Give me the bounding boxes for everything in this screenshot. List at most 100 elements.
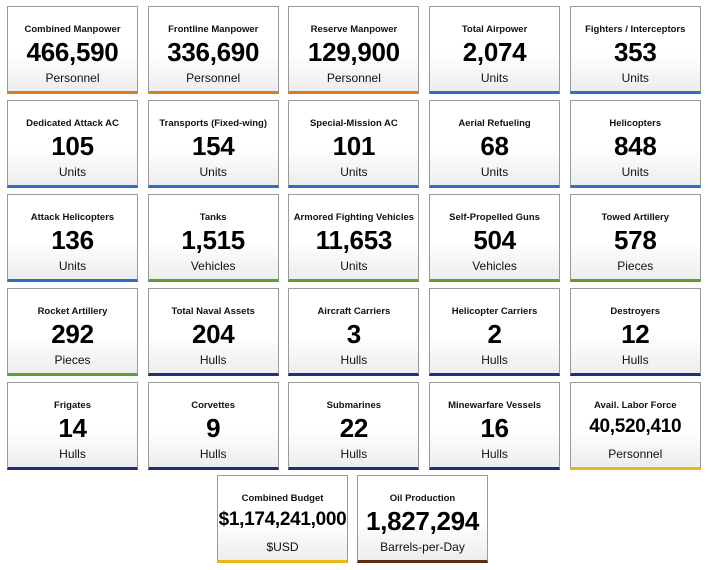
stat-value: 14 bbox=[58, 413, 87, 443]
stat-value: 136 bbox=[51, 225, 94, 255]
stat-label: Total Airpower bbox=[461, 24, 528, 35]
stat-label: Dedicated Attack AC bbox=[26, 118, 119, 129]
stat-label: Avail. Labor Force bbox=[593, 400, 677, 411]
stats-grid: Combined Manpower 466,590 Personnel Fron… bbox=[7, 6, 701, 470]
stat-unit: Units bbox=[480, 71, 509, 85]
stat-card-tanks: Tanks 1,515 Vehicles bbox=[147, 194, 279, 282]
stat-unit: Hulls bbox=[481, 447, 508, 461]
stat-unit: Personnel bbox=[608, 447, 663, 461]
stat-card-combined-budget: Combined Budget $1,174,241,000 $USD bbox=[217, 475, 348, 563]
stat-label: Tanks bbox=[199, 212, 227, 223]
stat-value: 129,900 bbox=[307, 37, 400, 67]
stat-unit: Hulls bbox=[59, 447, 86, 461]
stat-unit: Vehicles bbox=[190, 259, 236, 273]
stat-label: Destroyers bbox=[610, 306, 661, 317]
stat-unit: Barrels-per-Day bbox=[380, 540, 465, 554]
stat-card-destroyers: Destroyers 12 Hulls bbox=[569, 288, 701, 376]
stat-card-oil-production: Oil Production 1,827,294 Barrels-per-Day bbox=[357, 475, 488, 563]
stat-value: 9 bbox=[206, 413, 221, 443]
stat-label: Helicopters bbox=[609, 118, 662, 129]
stat-card-combined-manpower: Combined Manpower 466,590 Personnel bbox=[7, 6, 138, 94]
stat-label: Towed Artillery bbox=[601, 212, 670, 223]
stat-card-submarines: Submarines 22 Hulls bbox=[288, 382, 420, 470]
stat-value: 11,653 bbox=[315, 225, 393, 255]
stat-card-frontline-manpower: Frontline Manpower 336,690 Personnel bbox=[147, 6, 279, 94]
stat-label: Attack Helicopters bbox=[30, 212, 115, 223]
stat-unit: Units bbox=[621, 165, 649, 179]
stat-unit: Hulls bbox=[621, 353, 649, 367]
stat-value: 848 bbox=[614, 131, 657, 161]
stat-unit: Hulls bbox=[199, 447, 227, 461]
stat-label: Frontline Manpower bbox=[168, 24, 259, 35]
stat-value: 504 bbox=[473, 225, 516, 255]
stat-label: Helicopter Carriers bbox=[451, 306, 538, 317]
stat-value: 578 bbox=[614, 225, 657, 255]
stat-card-self-propelled-guns: Self-Propelled Guns 504 Vehicles bbox=[429, 194, 561, 282]
stat-unit: Personnel bbox=[45, 71, 100, 85]
stat-label: Total Naval Assets bbox=[171, 306, 255, 317]
stat-value: 16 bbox=[480, 413, 509, 443]
stat-value: 105 bbox=[51, 131, 94, 161]
stat-value: 292 bbox=[51, 319, 94, 349]
stat-label: Self-Propelled Guns bbox=[449, 212, 540, 223]
stat-value: $1,174,241,000 bbox=[218, 509, 347, 530]
stat-unit: Personnel bbox=[186, 71, 241, 85]
stat-value: 353 bbox=[614, 37, 657, 67]
stat-unit: Pieces bbox=[54, 353, 91, 367]
stat-label: Rocket Artillery bbox=[37, 306, 108, 317]
stat-card-corvettes: Corvettes 9 Hulls bbox=[147, 382, 279, 470]
stat-value: 101 bbox=[332, 131, 376, 161]
stat-value: 204 bbox=[191, 319, 235, 349]
stat-unit: Hulls bbox=[481, 353, 508, 367]
stat-label: Minewarfare Vessels bbox=[448, 400, 542, 411]
stat-label: Submarines bbox=[326, 400, 382, 411]
stat-card-aircraft-carriers: Aircraft Carriers 3 Hulls bbox=[288, 288, 420, 376]
stat-value: 12 bbox=[621, 319, 650, 349]
stat-label: Oil Production bbox=[389, 493, 456, 504]
stat-label: Reserve Manpower bbox=[310, 24, 398, 35]
stat-unit: Units bbox=[621, 71, 649, 85]
stat-unit: Units bbox=[58, 165, 87, 179]
stat-unit: Units bbox=[340, 165, 368, 179]
stat-card-reserve-manpower: Reserve Manpower 129,900 Personnel bbox=[288, 6, 420, 94]
stat-value: 2 bbox=[487, 319, 502, 349]
stat-unit: Hulls bbox=[340, 353, 368, 367]
stat-card-rocket-artillery: Rocket Artillery 292 Pieces bbox=[7, 288, 138, 376]
stat-card-aerial-refueling: Aerial Refueling 68 Units bbox=[429, 100, 561, 188]
stat-card-minewarfare-vessels: Minewarfare Vessels 16 Hulls bbox=[429, 382, 561, 470]
stat-value: 3 bbox=[346, 319, 361, 349]
stat-card-avail-labor-force: Avail. Labor Force 40,520,410 Personnel bbox=[569, 382, 701, 470]
stat-card-dedicated-attack-ac: Dedicated Attack AC 105 Units bbox=[7, 100, 138, 188]
stat-card-fighters-interceptors: Fighters / Interceptors 353 Units bbox=[569, 6, 701, 94]
stat-card-helicopter-carriers: Helicopter Carriers 2 Hulls bbox=[429, 288, 561, 376]
stat-value: 1,827,294 bbox=[366, 506, 479, 536]
stat-unit: Units bbox=[58, 259, 87, 273]
stat-card-total-airpower: Total Airpower 2,074 Units bbox=[429, 6, 561, 94]
stat-label: Corvettes bbox=[191, 400, 236, 411]
stat-unit: Units bbox=[480, 165, 509, 179]
stat-value: 68 bbox=[480, 131, 509, 161]
stat-unit: Pieces bbox=[617, 259, 654, 273]
stat-unit: Personnel bbox=[326, 71, 381, 85]
stat-unit: Hulls bbox=[340, 447, 368, 461]
stat-label: Transports (Fixed-wing) bbox=[159, 118, 268, 129]
stat-unit: Hulls bbox=[199, 353, 227, 367]
stat-card-attack-helicopters: Attack Helicopters 136 Units bbox=[7, 194, 138, 282]
stat-unit: Vehicles bbox=[472, 259, 517, 273]
finance-row: Combined Budget $1,174,241,000 $USD Oil … bbox=[217, 475, 488, 563]
stat-card-armored-fighting-vehicles: Armored Fighting Vehicles 11,653 Units bbox=[288, 194, 420, 282]
stat-card-special-mission-ac: Special-Mission AC 101 Units bbox=[288, 100, 420, 188]
stat-value: 154 bbox=[191, 131, 235, 161]
stat-unit: $USD bbox=[266, 540, 299, 554]
stat-label: Aircraft Carriers bbox=[317, 306, 391, 317]
stat-unit: Units bbox=[340, 259, 368, 273]
stat-label: Combined Budget bbox=[241, 493, 324, 504]
stat-label: Combined Manpower bbox=[24, 24, 121, 35]
stat-value: 40,520,410 bbox=[589, 416, 682, 437]
stat-unit: Units bbox=[199, 165, 227, 179]
stat-label: Frigates bbox=[54, 400, 91, 411]
stat-value: 22 bbox=[339, 413, 369, 443]
stat-label: Special-Mission AC bbox=[309, 118, 398, 129]
stat-card-frigates: Frigates 14 Hulls bbox=[7, 382, 138, 470]
stat-value: 1,515 bbox=[181, 225, 245, 255]
